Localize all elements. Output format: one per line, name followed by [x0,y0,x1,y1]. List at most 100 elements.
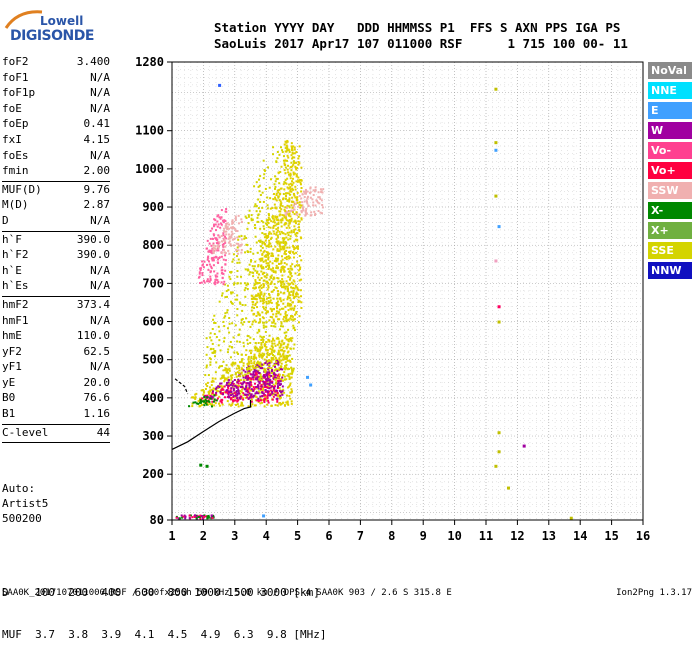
echo-pixel [274,187,277,190]
echo-pixel [254,399,257,402]
legend-item: Vo+ [648,162,692,179]
echo-pixel [274,198,277,201]
echo-pixel [267,338,270,341]
echo-pixel [276,229,279,232]
echo-pixel [235,248,238,251]
echo-pixel [213,332,216,335]
echo-pixel [217,402,220,405]
echo-pixel [223,391,226,394]
echo-pixel [211,237,214,240]
echo-pixel [228,237,231,240]
echo-pixel [272,337,275,340]
echo-pixel [292,173,295,176]
echo-pixel [281,278,284,281]
param-value: 373.4 [76,297,110,311]
echo-pixel-low [195,517,198,520]
echo-pixel [238,261,241,264]
echo-pixel [220,382,223,385]
echo-pixel [215,335,218,338]
echo-pixel [267,373,270,376]
echo-pixel [264,362,267,365]
echo-pixel [257,384,260,387]
echo-pixel [287,171,290,174]
param-row: yE 20.0 [2,376,110,392]
echo-pixel [263,241,266,244]
echo-pixel [232,336,235,339]
echo-pixel [283,266,286,269]
echo-pixel [188,405,191,408]
echo-pixel [258,286,261,289]
param-name: fmin [2,164,29,178]
echo-pixel [211,247,214,250]
echo-pixel [287,340,290,343]
echo-pixel [279,203,282,206]
echo-pixel [222,230,225,233]
echo-point [205,464,209,468]
echo-pixel [236,392,239,395]
echo-pixel [274,196,277,199]
echo-pixel [259,194,262,197]
echo-pixel [246,396,249,399]
echo-pixel [209,336,212,339]
echo-pixel [289,193,292,196]
echo-pixel [238,392,241,395]
echo-pixel [220,216,223,219]
echo-pixel [272,375,275,378]
echo-pixel [268,372,271,375]
echo-point [497,450,501,454]
echo-pixel [203,281,206,284]
parameter-list: foF2 3.400 foF1 N/A foF1p N/A foE N/A foEp 0.41 fx… [2,55,110,444]
echo-pixel [289,237,292,240]
echo-pixel [226,309,229,312]
echo-pixel [228,369,231,372]
echo-pixel [224,225,227,228]
echo-pixel [210,384,213,387]
echo-pixel [267,245,270,248]
echo-pixel [280,248,283,251]
x-tick-label: 8 [388,529,395,543]
echo-pixel [277,379,280,382]
echo-pixel [267,310,270,313]
echo-pixel [284,172,287,175]
echo-pixel [233,227,236,230]
echo-pixel [215,399,218,402]
echo-pixel [205,337,208,340]
echo-pixel [288,206,291,209]
echo-pixel [257,392,260,395]
echo-pixel [279,204,282,207]
echo-pixel [258,352,261,355]
echo-pixel [276,404,279,407]
echo-pixel [254,356,257,359]
echo-pixel [263,233,266,236]
echo-pixel [214,355,217,358]
echo-pixel [276,240,279,243]
echo-pixel [224,391,227,394]
echo-pixel [262,267,265,270]
echo-pixel [279,343,282,346]
echo-pixel [278,346,281,349]
echo-pixel [203,391,206,394]
echo-pixel [201,400,204,403]
echo-pixel [210,265,213,268]
echo-pixel [317,209,320,212]
echo-pixel [240,321,243,324]
param-name: yF1 [2,360,22,374]
echo-pixel [285,366,288,369]
echo-pixel [226,379,229,382]
echo-pixel [286,199,289,202]
echo-pixel [224,254,227,257]
echo-pixel [278,182,281,185]
echo-pixel [288,270,291,273]
echo-pixel [280,321,283,324]
param-row: hmF2 373.4 [2,298,110,314]
echo-pixel [254,280,257,283]
echo-pixel [214,371,217,374]
echo-pixel [219,226,222,229]
logo-brand: Lowell [40,14,84,28]
echo-pixel [220,255,223,258]
echo-pixel [268,362,271,365]
echo-pixel [281,267,284,270]
echo-pixel [252,388,255,391]
echo-pixel [246,342,249,345]
echo-pixel [265,321,268,324]
